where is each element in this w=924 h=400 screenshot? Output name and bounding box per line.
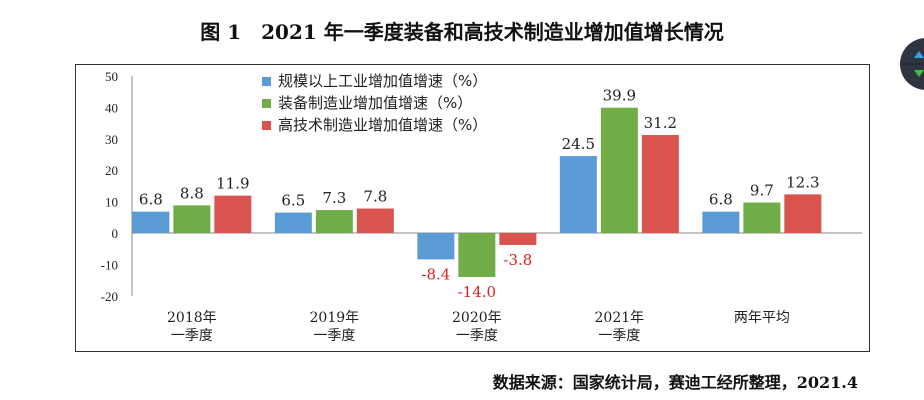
data-label: 7.3 xyxy=(322,189,346,207)
data-label: 12.3 xyxy=(786,173,819,191)
bar xyxy=(743,202,781,233)
x-tick-label: 一季度 xyxy=(313,328,355,344)
y-tick-label: -10 xyxy=(101,257,118,272)
data-label: 7.8 xyxy=(363,188,387,206)
data-label: 6.5 xyxy=(281,192,305,210)
data-label: -3.8 xyxy=(503,251,532,269)
x-tick-label: 一季度 xyxy=(598,328,640,344)
bar xyxy=(702,211,740,233)
legend-label: 高技术制造业增加值增速（%） xyxy=(278,116,487,134)
y-tick-label: -20 xyxy=(101,289,118,304)
bar xyxy=(274,212,312,233)
bar xyxy=(499,233,537,245)
data-label: 24.5 xyxy=(562,135,595,153)
floating-scroll-button[interactable] xyxy=(900,38,924,90)
source-note: 数据来源：国家统计局，赛迪工经所整理，2021.4 xyxy=(492,373,858,392)
data-label: 6.8 xyxy=(709,191,733,209)
legend-swatch xyxy=(262,121,271,130)
chart-frame xyxy=(75,64,870,352)
legend-swatch xyxy=(262,77,271,86)
y-tick-label: 10 xyxy=(105,195,118,210)
y-tick-label: 40 xyxy=(105,100,118,115)
x-tick-label: 一季度 xyxy=(171,328,213,344)
chart-title: 图 1 2021 年一季度装备和高技术制造业增加值增长情况 xyxy=(200,20,724,44)
bar xyxy=(559,156,597,233)
x-tick-label: 2020年 xyxy=(452,310,502,326)
y-tick-label: 50 xyxy=(105,69,118,84)
data-label: 9.7 xyxy=(750,182,774,200)
bar xyxy=(173,205,211,233)
y-tick-label: 30 xyxy=(105,132,118,147)
data-label: 6.8 xyxy=(139,191,163,209)
bar xyxy=(356,208,394,233)
data-label: 39.9 xyxy=(603,87,636,105)
y-tick-label: 20 xyxy=(105,163,118,178)
y-tick-label: 0 xyxy=(112,226,119,241)
x-tick-label: 2021年 xyxy=(595,310,645,326)
legend-label: 规模以上工业增加值增速（%） xyxy=(278,72,487,90)
bar xyxy=(315,210,353,233)
bar xyxy=(458,233,496,277)
bar xyxy=(214,195,252,233)
data-label: 31.2 xyxy=(644,114,677,132)
x-tick-label: 2019年 xyxy=(310,310,360,326)
data-label: -8.4 xyxy=(421,265,450,283)
up-down-arrows-icon xyxy=(904,51,924,77)
x-tick-label: 两年平均 xyxy=(734,310,790,326)
bar xyxy=(641,135,679,233)
bar xyxy=(132,211,170,233)
data-label: -14.0 xyxy=(458,283,496,301)
x-tick-label: 2018年 xyxy=(167,310,217,326)
x-tick-label: 一季度 xyxy=(456,328,498,344)
data-label: 8.8 xyxy=(180,184,204,202)
bar xyxy=(600,107,638,233)
data-label: 11.9 xyxy=(216,175,249,193)
legend-swatch xyxy=(262,99,271,108)
legend-label: 装备制造业增加值增速（%） xyxy=(278,94,472,112)
bar xyxy=(784,194,822,233)
bar xyxy=(417,233,455,260)
